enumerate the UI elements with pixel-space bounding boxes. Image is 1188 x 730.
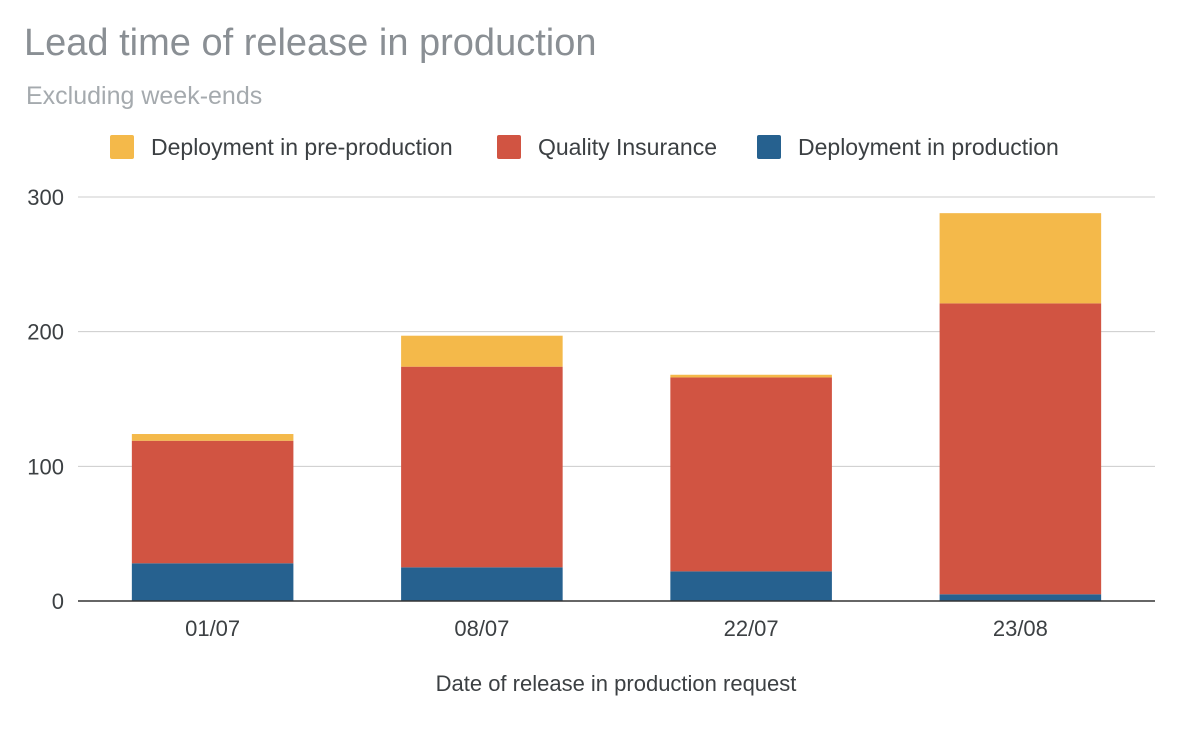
legend-label-deployment-pre-production: Deployment in pre-production <box>151 133 453 160</box>
bar-segment-22-07-deployment-in-production <box>670 571 832 601</box>
chart-title: Lead time of release in production <box>24 22 597 64</box>
bar-segment-22-07-deployment-in-pre-production <box>670 374 832 378</box>
legend-swatch-deployment-pre-production <box>110 135 134 159</box>
bar-segment-08-07-quality-insurance <box>401 366 563 568</box>
bar-segment-01-07-deployment-in-pre-production <box>131 434 294 441</box>
y-tick-label: 0 <box>52 589 64 614</box>
legend-label-deployment-production: Deployment in production <box>798 133 1059 160</box>
y-tick-label: 100 <box>27 454 64 479</box>
bar-segment-23-08-deployment-in-production <box>939 594 1102 601</box>
bar-segment-01-07-quality-insurance <box>131 440 294 564</box>
x-tick-label: 23/08 <box>993 616 1048 641</box>
x-tick-label: 22/07 <box>724 616 779 641</box>
bar-segment-08-07-deployment-in-pre-production <box>401 335 563 367</box>
legend-swatch-quality-insurance <box>497 135 521 159</box>
legend-item-quality-insurance[interactable]: Quality Insurance <box>497 130 717 164</box>
chart-subtitle: Excluding week-ends <box>26 82 263 110</box>
y-tick-label: 300 <box>27 185 64 210</box>
legend-item-deployment-production[interactable]: Deployment in production <box>757 130 1059 164</box>
axes: 0 100 200 300 01/07 08/07 22/07 23/08 <box>27 185 1155 641</box>
bar-segment-23-08-quality-insurance <box>939 303 1102 595</box>
x-axis-title: Date of release in production request <box>435 671 797 696</box>
chart-legend: Deployment in pre-production Quality Ins… <box>0 130 1188 164</box>
legend-label-quality-insurance: Quality Insurance <box>538 133 717 160</box>
bar-segment-22-07-quality-insurance <box>670 377 832 572</box>
bar-segment-23-08-deployment-in-pre-production <box>939 213 1102 304</box>
legend-swatch-deployment-production <box>757 135 781 159</box>
bar-segment-08-07-deployment-in-production <box>401 567 563 601</box>
x-tick-label: 08/07 <box>454 616 509 641</box>
y-tick-label: 200 <box>27 320 64 345</box>
bars <box>131 213 1102 601</box>
legend-item-deployment-pre-production[interactable]: Deployment in pre-production <box>110 130 453 164</box>
x-tick-label: 01/07 <box>185 616 240 641</box>
bar-segment-01-07-deployment-in-production <box>131 563 294 601</box>
